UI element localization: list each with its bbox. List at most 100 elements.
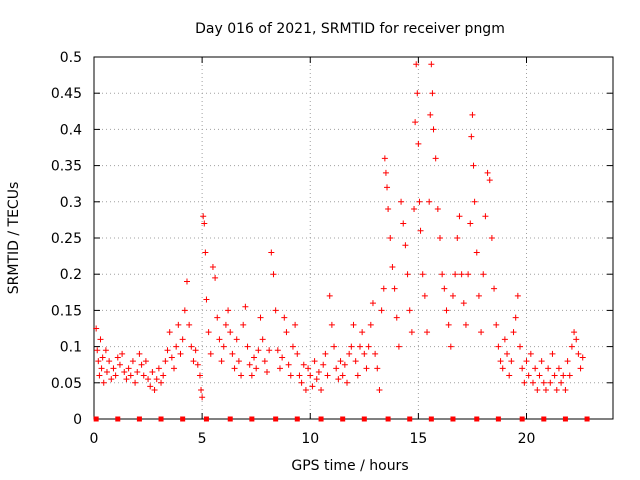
data-point [318,387,325,394]
baseline-marker [227,416,233,422]
data-point [534,387,541,394]
data-point [406,307,413,314]
baseline-marker [203,416,209,422]
data-point [352,358,359,365]
data-point [106,358,113,365]
data-point [415,140,422,147]
y-tick-label: 0.3 [60,195,82,211]
data-point [536,372,543,379]
baseline-marker [273,416,279,422]
data-point [268,249,275,256]
data-point [257,314,264,321]
data-point [384,184,391,191]
x-tick-label: 15 [409,431,427,447]
baseline-marker [340,416,346,422]
data-point [121,368,128,375]
data-point [244,343,251,350]
data-point [188,343,195,350]
data-point [287,372,294,379]
data-point [99,354,106,361]
data-point [419,271,426,278]
data-point [361,350,368,357]
data-point [198,387,205,394]
baseline-marker [93,416,99,422]
data-point [434,206,441,213]
data-point [527,350,534,357]
y-tick-label: 0.45 [51,86,82,102]
data-point [145,376,152,383]
data-point [179,336,186,343]
data-point [331,343,338,350]
baseline-marker [136,416,142,422]
data-point [238,372,245,379]
data-point [322,350,329,357]
data-point [209,263,216,270]
data-point [542,387,549,394]
data-point [346,350,353,357]
data-point [424,329,431,336]
data-point [202,249,209,256]
data-point [506,372,513,379]
data-point [274,347,281,354]
data-point [532,365,539,372]
data-point [93,325,100,332]
data-point [231,365,238,372]
data-point [214,314,221,321]
baseline-marker [249,416,255,422]
data-point [309,383,316,390]
data-point [348,343,355,350]
data-point [359,329,366,336]
y-tick-label: 0.15 [51,303,82,319]
data-point [501,336,508,343]
baseline-marker [450,416,456,422]
baseline-marker [158,416,164,422]
data-point [171,365,178,372]
data-point [398,198,405,205]
data-point [374,365,381,372]
data-point [521,379,528,386]
baseline-markers [93,416,590,422]
data-point [468,133,475,140]
data-point [579,354,586,361]
data-point [123,376,130,383]
data-point [564,358,571,365]
data-point [499,365,506,372]
data-point [283,329,290,336]
data-point [212,274,219,281]
data-point [369,300,376,307]
data-point [103,368,110,375]
data-point [175,321,182,328]
data-point [190,358,197,365]
data-point [538,358,545,365]
data-point [458,271,465,278]
data-point [452,271,459,278]
data-point [566,372,573,379]
data-point [276,365,283,372]
data-point [432,155,439,162]
data-point [281,314,288,321]
data-point [469,111,476,118]
y-tick-label: 0.25 [51,231,82,247]
data-point [246,361,253,368]
data-point [270,271,277,278]
data-point [547,379,554,386]
data-point [441,285,448,292]
data-point [311,358,318,365]
data-point [259,336,266,343]
data-point [454,235,461,241]
data-point [335,376,342,383]
data-point [166,329,173,336]
baseline-marker [318,416,324,422]
data-point [491,285,498,292]
data-point [462,321,469,328]
data-point [367,321,374,328]
data-point [391,285,398,292]
data-point [493,321,500,328]
data-point [512,314,519,321]
data-point [404,271,411,278]
data-point [136,350,143,357]
data-point [508,358,515,365]
data-point [354,372,361,379]
data-point [140,372,147,379]
